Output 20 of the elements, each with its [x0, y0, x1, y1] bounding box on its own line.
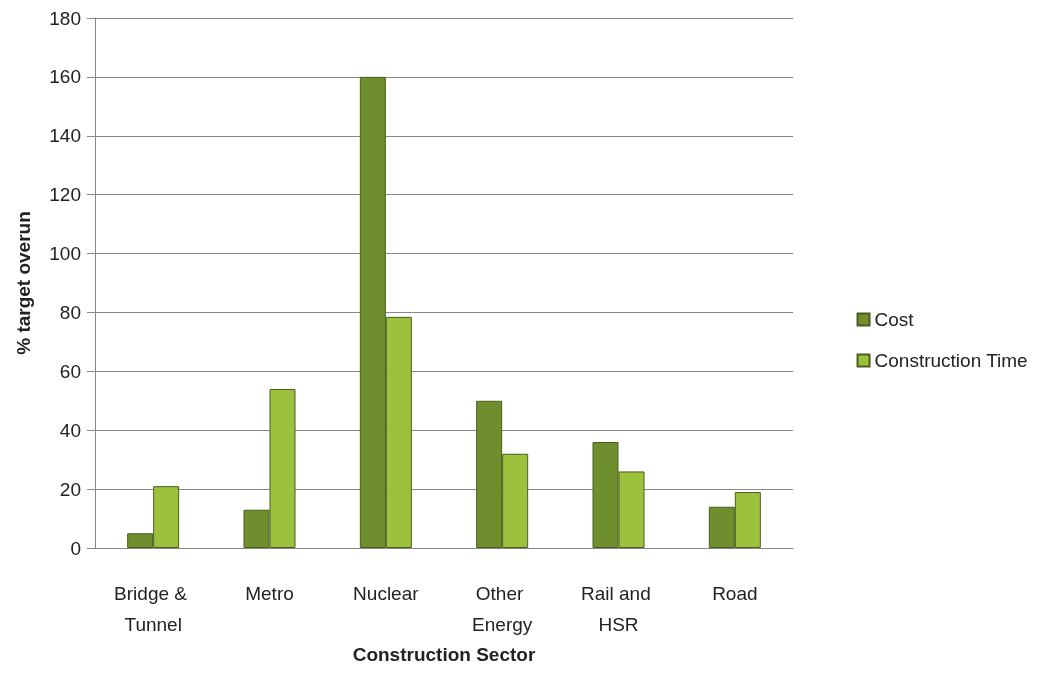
x-axis-title: Construction Sector	[352, 643, 536, 665]
y-tick-label: 160	[49, 66, 81, 88]
y-tick-label: 0	[70, 537, 81, 559]
x-tick-label: Nuclear	[353, 583, 420, 604]
y-tick-label: 60	[59, 360, 81, 382]
y-tick-label: 80	[59, 301, 81, 323]
y-tick-label: 140	[49, 125, 81, 147]
y-tick-label: 180	[49, 7, 81, 29]
x-tick-label: Bridge & Tunnel	[114, 583, 193, 635]
legend-label: Cost	[874, 309, 915, 330]
y-tick-label: 40	[59, 419, 81, 441]
y-axis-title: % target overun	[13, 211, 34, 355]
x-tick-label: Rail and HSR	[581, 583, 656, 635]
x-tick-label: Road	[712, 583, 758, 604]
legend-label: Construction Time	[874, 350, 1028, 371]
x-tick-label: Metro	[245, 583, 294, 604]
x-tick-label: Other Energy	[472, 583, 533, 635]
y-tick-label: 20	[59, 478, 81, 500]
y-tick-label: 120	[49, 184, 81, 206]
y-tick-label: 100	[49, 243, 81, 265]
